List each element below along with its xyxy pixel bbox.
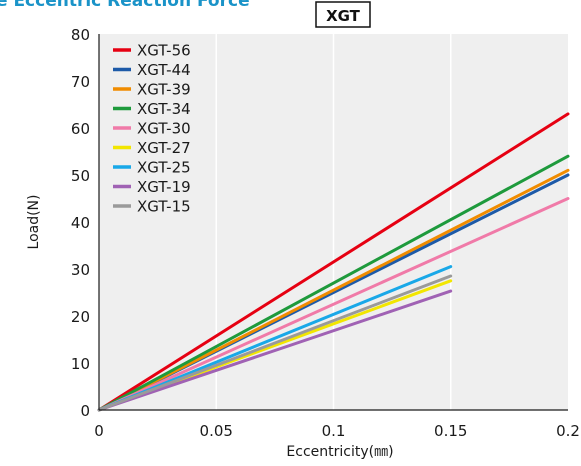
y-tick-label: 60 [71,120,90,138]
series-line-xgt-39 [97,168,570,412]
chart-heading: e Eccentric Reaction Force [0,0,250,11]
y-axis-label: Load(N) [26,195,42,250]
x-axis-label: Eccentricity(㎜) [286,444,393,460]
legend-item-xgt-56: XGT-56 [113,42,191,60]
legend-label: XGT-39 [137,81,191,99]
series-lines [97,112,570,412]
series-line-xgt-56 [97,112,570,412]
legend-label: XGT-15 [137,198,191,216]
y-tick-label: 70 [71,73,90,91]
badge-frame [315,1,371,28]
y-tick-labels: 0 10 20 30 40 50 60 70 80 [71,26,90,420]
series-line-xgt-30 [97,197,570,412]
legend-label: XGT-30 [137,120,191,138]
legend-item-xgt-27: XGT-27 [113,139,191,157]
x-tick-label: 0 [94,422,104,440]
legend-label: XGT-27 [137,139,191,157]
y-tick-label: 80 [71,26,90,44]
series-line-xgt-15 [97,274,453,412]
legend-item-xgt-19: XGT-19 [113,178,191,196]
x-tick-label: 0.1 [322,422,346,440]
legend-label: XGT-19 [137,178,191,196]
y-tick-label: 20 [71,308,90,326]
y-tick-label: 30 [71,261,90,279]
legend-item-xgt-30: XGT-30 [113,120,191,138]
legend-item-xgt-25: XGT-25 [113,159,191,177]
legend-item-xgt-34: XGT-34 [113,100,191,118]
x-tick-label: 0.15 [434,422,467,440]
y-tick-label: 40 [71,214,90,232]
axes [98,34,568,411]
x-tick-label: 0.2 [556,422,580,440]
y-tick-label: 0 [80,402,90,420]
y-tick-label: 50 [71,167,90,185]
legend-item-xgt-44: XGT-44 [113,61,191,79]
legend-label: XGT-25 [137,159,191,177]
legend-label: XGT-44 [137,61,191,79]
x-tick-label: 0.05 [200,422,233,440]
legend-label: XGT-56 [137,42,191,60]
y-tick-label: 10 [71,355,90,373]
x-tick-labels: 0 0.05 0.1 0.15 0.2 [94,422,580,440]
legend-item-xgt-15: XGT-15 [113,198,191,216]
series-line-xgt-34 [97,154,570,412]
series-line-xgt-19 [97,289,453,412]
badge-label: XGT [326,7,361,25]
legend-item-xgt-39: XGT-39 [113,81,191,99]
legend-label: XGT-34 [137,100,191,118]
